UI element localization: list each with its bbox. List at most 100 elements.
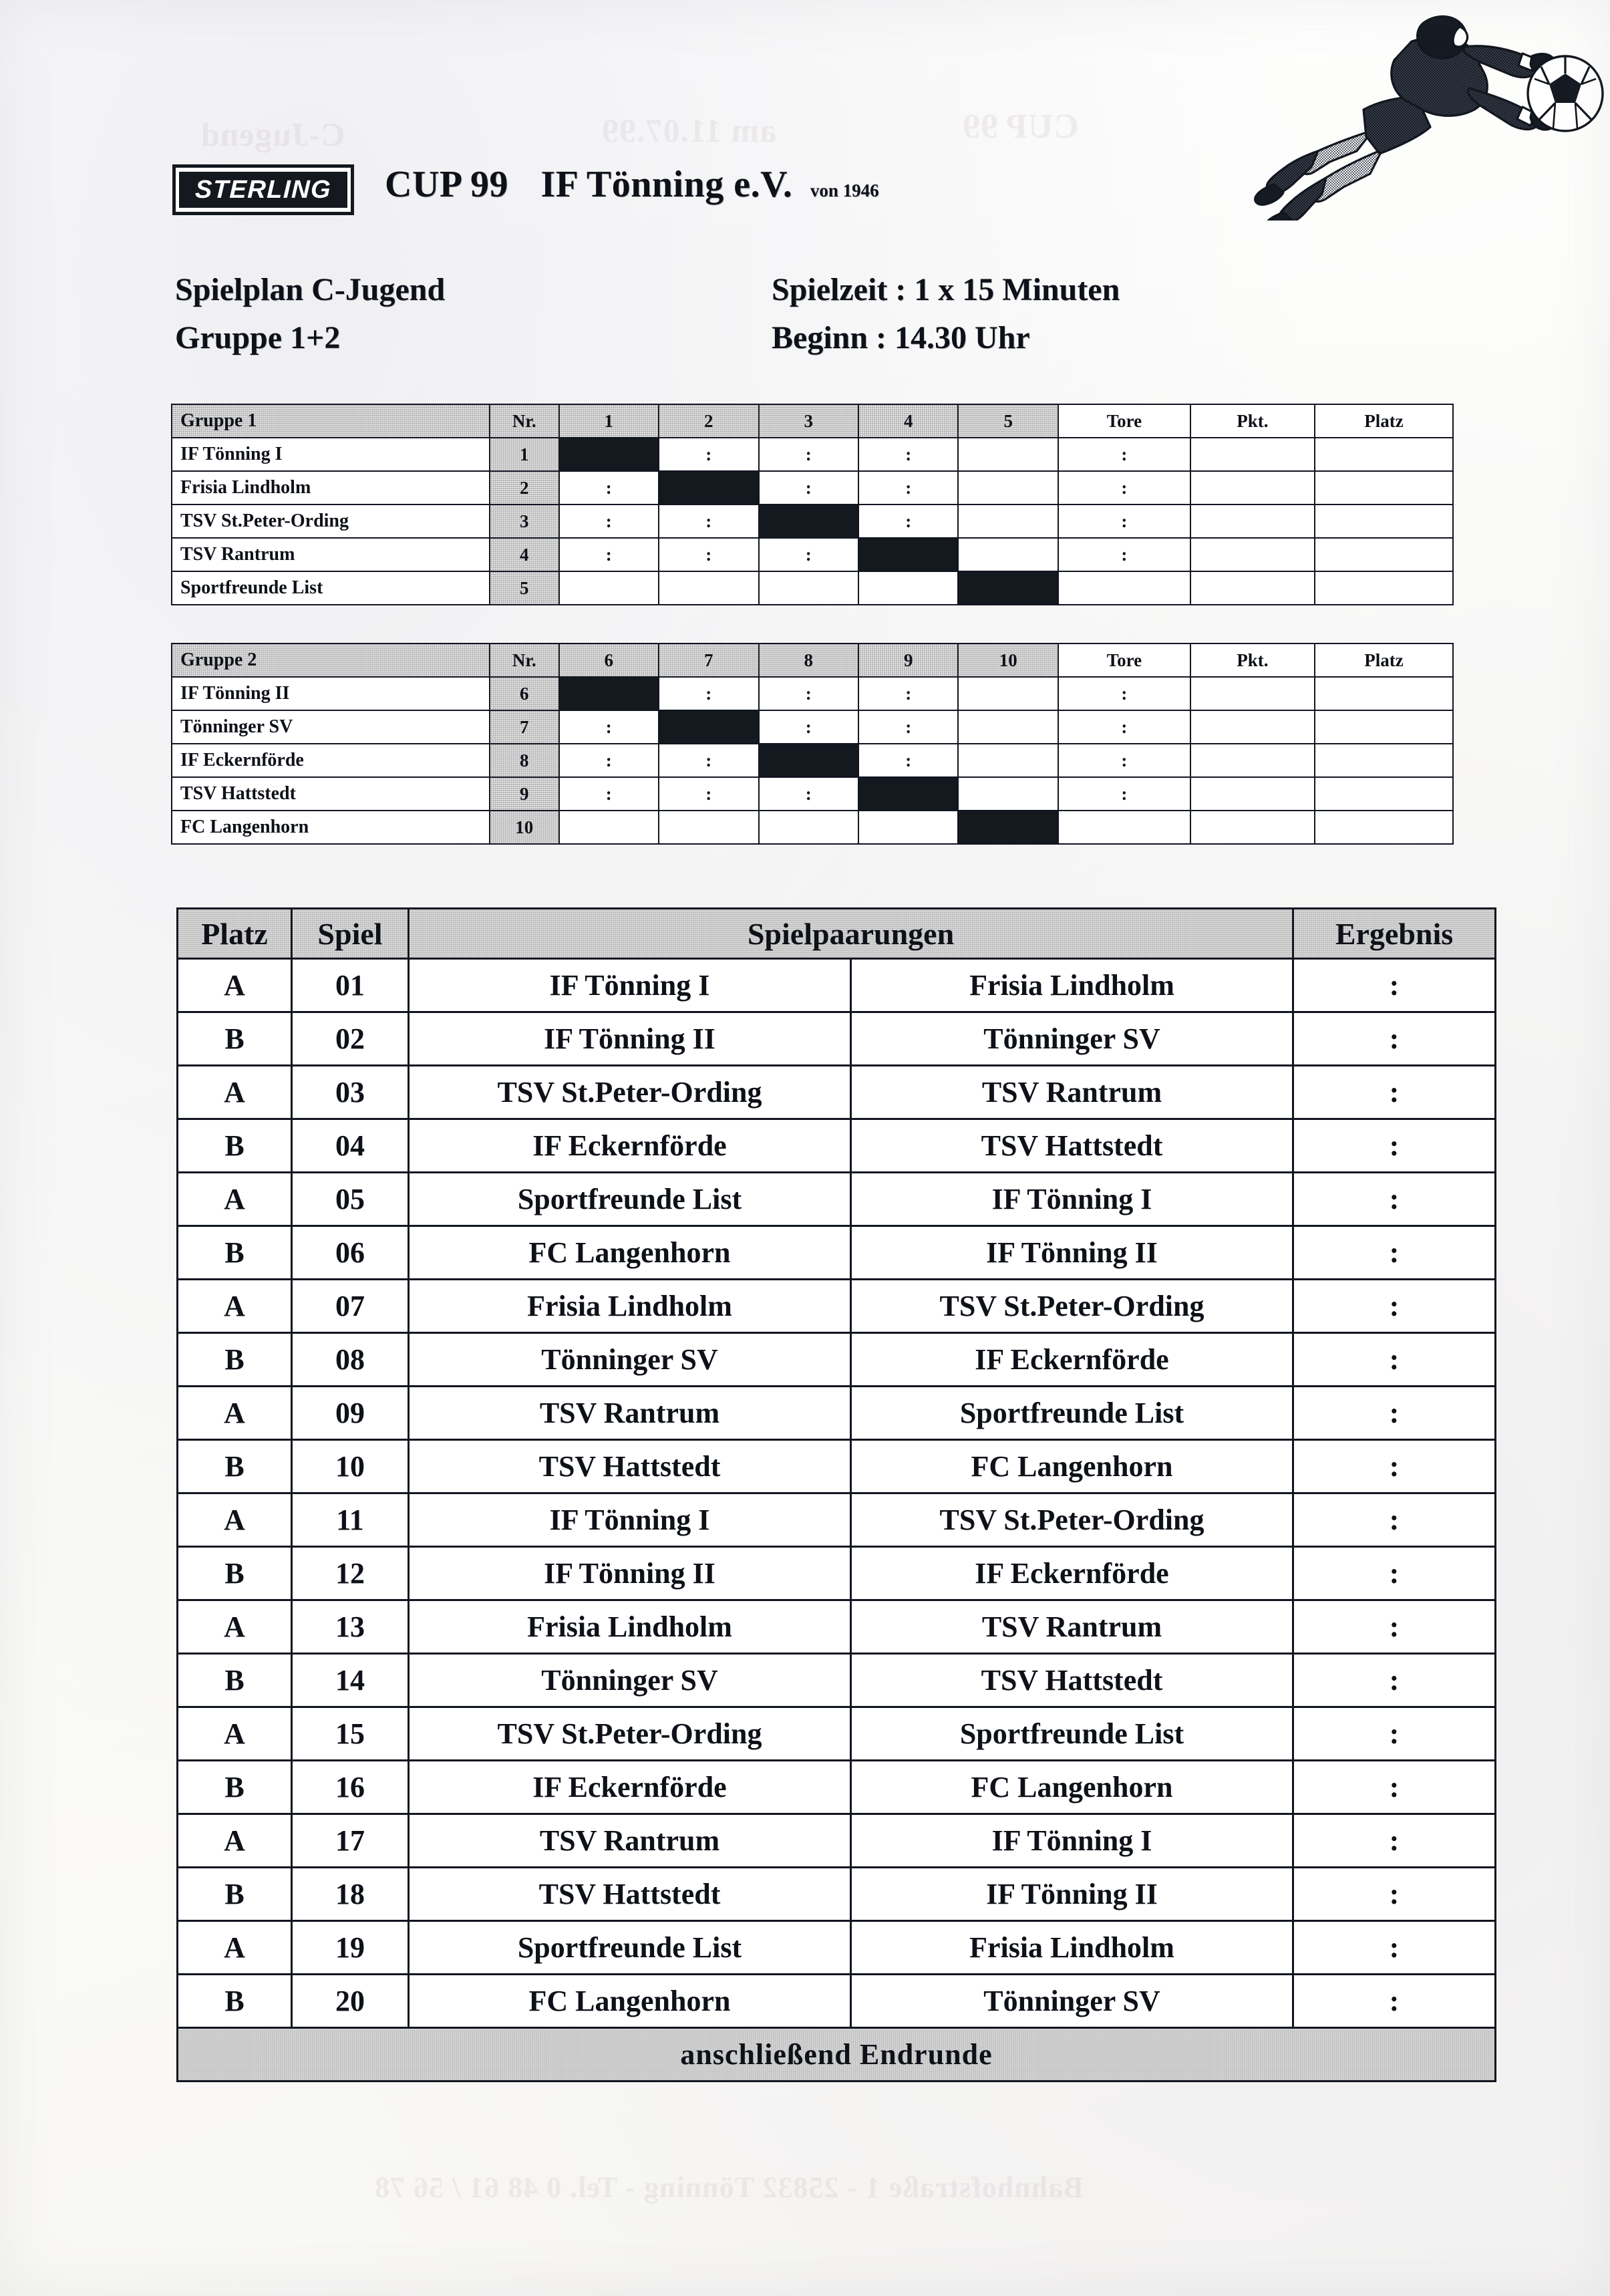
result-entry-cell[interactable]	[558, 571, 660, 605]
points-cell[interactable]	[1189, 537, 1315, 572]
result-entry-cell[interactable]: :	[758, 676, 859, 711]
match-result[interactable]: :	[1292, 1706, 1496, 1761]
match-result[interactable]: :	[1292, 1973, 1496, 2029]
match-result[interactable]: :	[1292, 1920, 1496, 1975]
result-entry-cell[interactable]: :	[758, 537, 859, 572]
result-entry-cell[interactable]	[857, 571, 959, 605]
rank-cell[interactable]	[1313, 743, 1454, 778]
result-entry-cell[interactable]: :	[857, 504, 959, 539]
points-cell[interactable]	[1189, 470, 1315, 505]
goals-cell[interactable]: :	[1057, 676, 1191, 711]
points-cell[interactable]	[1189, 710, 1315, 744]
match-result[interactable]: :	[1292, 1813, 1496, 1868]
result-entry-cell[interactable]: :	[758, 470, 859, 505]
match-result[interactable]: :	[1292, 1171, 1496, 1227]
rank-cell[interactable]	[1313, 571, 1454, 605]
result-entry-cell[interactable]: :	[658, 743, 760, 778]
result-entry-cell[interactable]	[957, 676, 1059, 711]
goals-cell[interactable]: :	[1057, 437, 1191, 472]
result-entry-cell[interactable]: :	[857, 710, 959, 744]
points-cell[interactable]	[1189, 504, 1315, 539]
result-entry-cell[interactable]: :	[558, 743, 660, 778]
goals-cell[interactable]: :	[1057, 470, 1191, 505]
team-number: 4	[489, 537, 560, 572]
match-result[interactable]: :	[1292, 1599, 1496, 1655]
subtitle-spielplan: Spielplan C-Jugend	[175, 272, 446, 307]
match-result[interactable]: :	[1292, 958, 1496, 1013]
result-entry-cell[interactable]	[957, 537, 1059, 572]
result-entry-cell[interactable]: :	[758, 776, 859, 811]
result-entry-cell[interactable]: :	[857, 437, 959, 472]
match-result[interactable]: :	[1292, 1492, 1496, 1548]
result-entry-cell[interactable]	[957, 743, 1059, 778]
match-result[interactable]: :	[1292, 1385, 1496, 1441]
rank-cell[interactable]	[1313, 776, 1454, 811]
points-cell[interactable]	[1189, 810, 1315, 845]
match-result[interactable]: :	[1292, 1064, 1496, 1120]
rank-cell[interactable]	[1313, 676, 1454, 711]
goals-cell[interactable]: :	[1057, 537, 1191, 572]
match-result[interactable]: :	[1292, 1278, 1496, 1334]
points-cell[interactable]	[1189, 571, 1315, 605]
points-cell[interactable]	[1189, 743, 1315, 778]
match-number: 03	[291, 1064, 410, 1120]
points-cell[interactable]	[1189, 676, 1315, 711]
result-entry-cell[interactable]: :	[558, 710, 660, 744]
result-entry-cell[interactable]: :	[857, 676, 959, 711]
match-number: 16	[291, 1759, 410, 1815]
points-cell[interactable]	[1189, 776, 1315, 811]
result-entry-cell[interactable]: :	[558, 504, 660, 539]
result-entry-cell[interactable]: :	[857, 743, 959, 778]
result-entry-cell[interactable]	[857, 810, 959, 845]
match-result[interactable]: :	[1292, 1439, 1496, 1494]
match-result[interactable]: :	[1292, 1759, 1496, 1815]
result-entry-cell[interactable]	[957, 776, 1059, 811]
result-entry-cell[interactable]	[758, 810, 859, 845]
result-entry-cell[interactable]: :	[658, 537, 760, 572]
result-entry-cell[interactable]	[957, 504, 1059, 539]
match-result[interactable]: :	[1292, 1225, 1496, 1280]
match-row: B 08 Tönninger SV IF Eckernförde:	[176, 1332, 1496, 1387]
result-entry-cell[interactable]: :	[558, 776, 660, 811]
goals-cell[interactable]: :	[1057, 743, 1191, 778]
match-result[interactable]: :	[1292, 1011, 1496, 1066]
column-header-opponent-10: 10	[957, 643, 1059, 678]
result-entry-cell[interactable]: :	[857, 470, 959, 505]
result-entry-cell[interactable]	[758, 571, 859, 605]
rank-cell[interactable]	[1313, 537, 1454, 572]
result-entry-cell[interactable]	[957, 437, 1059, 472]
match-result[interactable]: :	[1292, 1653, 1496, 1708]
result-entry-cell[interactable]: :	[658, 676, 760, 711]
match-result[interactable]: :	[1292, 1546, 1496, 1601]
column-header-platz: Platz	[176, 907, 293, 960]
rank-cell[interactable]	[1313, 504, 1454, 539]
goals-cell[interactable]: :	[1057, 776, 1191, 811]
match-result[interactable]: :	[1292, 1118, 1496, 1173]
goals-cell[interactable]	[1057, 571, 1191, 605]
group-team-row: Sportfreunde List 5	[170, 571, 1454, 605]
rank-cell[interactable]	[1313, 470, 1454, 505]
match-result[interactable]: :	[1292, 1332, 1496, 1387]
team-name: Tönninger SV	[170, 710, 491, 744]
rank-cell[interactable]	[1313, 810, 1454, 845]
points-cell[interactable]	[1189, 437, 1315, 472]
goals-cell[interactable]	[1057, 810, 1191, 845]
result-entry-cell[interactable]	[658, 571, 760, 605]
goals-cell[interactable]: :	[1057, 710, 1191, 744]
match-row: A 05 Sportfreunde List IF Tönning I:	[176, 1171, 1496, 1227]
result-entry-cell[interactable]	[957, 470, 1059, 505]
result-entry-cell[interactable]: :	[558, 537, 660, 572]
result-entry-cell[interactable]: :	[758, 437, 859, 472]
result-entry-cell[interactable]	[957, 710, 1059, 744]
result-entry-cell[interactable]: :	[658, 437, 760, 472]
result-entry-cell[interactable]	[558, 810, 660, 845]
goals-cell[interactable]: :	[1057, 504, 1191, 539]
rank-cell[interactable]	[1313, 437, 1454, 472]
rank-cell[interactable]	[1313, 710, 1454, 744]
result-entry-cell[interactable]: :	[658, 776, 760, 811]
result-entry-cell[interactable]: :	[558, 470, 660, 505]
result-entry-cell[interactable]	[658, 810, 760, 845]
match-result[interactable]: :	[1292, 1866, 1496, 1922]
result-entry-cell[interactable]: :	[658, 504, 760, 539]
result-entry-cell[interactable]: :	[758, 710, 859, 744]
